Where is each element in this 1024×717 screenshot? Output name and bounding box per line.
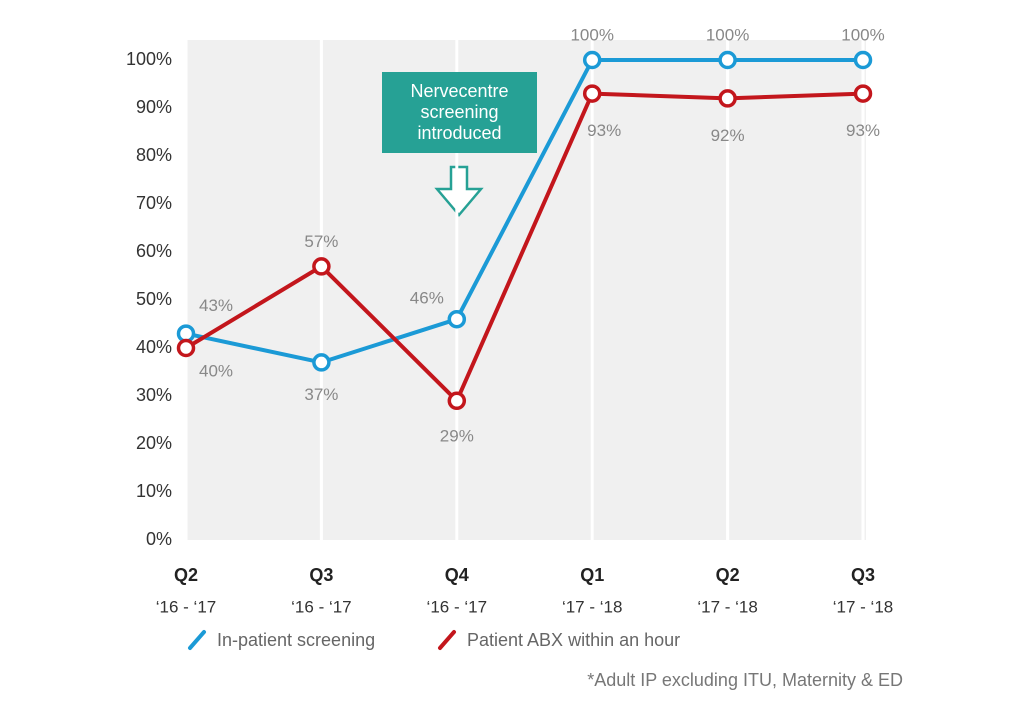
x-tick-label: Q2 [716,565,740,585]
x-tick-period: ‘16 - ‘17 [156,597,216,616]
data-label: 37% [304,385,338,404]
point-marker [176,338,196,358]
x-tick-period: ‘16 - ‘17 [427,597,487,616]
x-tick-period: ‘16 - ‘17 [291,597,351,616]
data-label: 92% [711,126,745,145]
legend-label: In-patient screening [217,630,375,650]
point-marker [312,353,331,372]
data-label: 29% [440,426,474,445]
data-label: 100% [570,25,613,44]
point-marker [582,50,602,70]
x-tick-period: ‘17 - ‘18 [833,597,893,616]
annotation-box: Nervecentre screening introduced [382,72,537,153]
x-tick-label: Q1 [580,565,604,585]
annotation-arrow [434,165,484,217]
legend-swatch [188,630,206,650]
y-tick-label: 100% [126,49,172,69]
x-tick-label: Q3 [851,565,875,585]
data-label: 93% [587,121,621,140]
footnote: *Adult IP excluding ITU, Maternity & ED [587,670,903,690]
data-label: 100% [706,25,749,44]
data-label: 46% [410,289,444,308]
x-tick-period: ‘17 - ‘18 [697,597,757,616]
y-tick-label: 0% [146,529,172,549]
point-marker [312,257,331,276]
y-tick-label: 90% [136,97,172,117]
data-label: 100% [841,25,884,44]
data-label: 40% [199,361,233,380]
data-label: 93% [846,121,880,140]
x-tick-period: ‘17 - ‘18 [562,597,622,616]
y-tick-label: 10% [136,481,172,501]
y-tick-label: 20% [136,433,172,453]
y-tick-label: 40% [136,337,172,357]
legend-label: Patient ABX within an hour [467,630,680,650]
y-tick-label: 80% [136,145,172,165]
point-marker [718,89,737,108]
point-marker [447,391,467,411]
y-tick-label: 50% [136,289,172,309]
data-label: 57% [304,232,338,251]
data-label: 43% [199,296,233,315]
series-line [184,91,864,403]
y-tick-label: 30% [136,385,172,405]
x-tick-label: Q2 [174,565,198,585]
x-tick-label: Q3 [309,565,333,585]
point-marker [853,50,873,70]
point-marker [447,309,467,329]
x-tick-label: Q4 [445,565,469,585]
y-tick-label: 60% [136,241,172,261]
point-marker [718,50,737,70]
legend-swatch [438,630,456,650]
series-line [185,58,863,365]
y-tick-label: 70% [136,193,172,213]
point-marker [582,84,602,103]
point-marker [853,84,873,103]
